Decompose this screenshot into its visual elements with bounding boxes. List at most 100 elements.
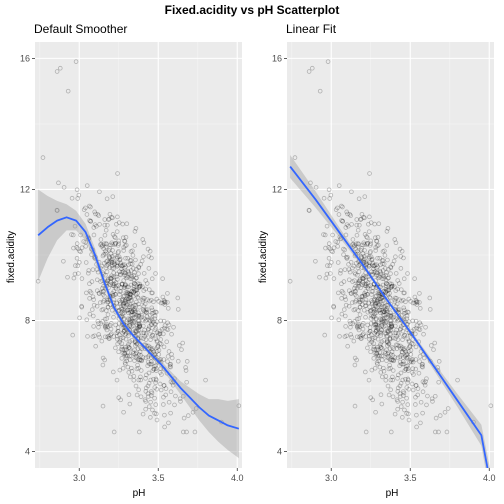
data-point <box>387 294 392 300</box>
data-point <box>136 310 141 316</box>
y-tick-label: 8 <box>277 316 282 326</box>
data-point <box>168 389 174 395</box>
data-point <box>105 299 110 305</box>
data-point <box>356 196 362 202</box>
data-point <box>418 322 424 328</box>
data-point <box>378 316 383 321</box>
data-point <box>343 232 349 238</box>
data-point <box>124 358 129 364</box>
x-tick-label: 4.0 <box>231 473 244 483</box>
data-point <box>395 330 401 336</box>
data-point <box>81 207 87 212</box>
data-point <box>84 212 90 217</box>
data-point <box>374 238 379 244</box>
data-point <box>154 319 160 325</box>
data-point <box>309 65 315 71</box>
data-point <box>437 413 443 418</box>
data-point <box>127 276 133 281</box>
data-point <box>389 314 394 319</box>
data-point <box>102 357 107 363</box>
data-point <box>143 278 148 283</box>
data-point <box>418 399 424 405</box>
data-point <box>148 345 153 350</box>
data-point <box>119 263 124 269</box>
data-point <box>365 292 371 297</box>
data-point <box>382 307 388 313</box>
data-point <box>145 297 150 302</box>
data-point <box>184 429 189 435</box>
data-point <box>134 288 139 293</box>
data-point <box>400 377 406 383</box>
data-point <box>120 351 126 356</box>
data-point <box>121 328 127 334</box>
data-point <box>410 357 415 362</box>
data-point <box>362 281 367 287</box>
data-point <box>328 192 334 198</box>
data-point <box>418 420 423 426</box>
data-point <box>368 349 373 355</box>
data-point <box>119 282 125 287</box>
data-point <box>107 246 112 251</box>
data-point <box>394 296 399 301</box>
data-point <box>152 316 157 321</box>
data-point <box>379 276 385 281</box>
data-point <box>406 338 412 343</box>
data-point <box>149 317 155 323</box>
data-point <box>122 310 127 315</box>
data-point <box>109 265 115 271</box>
data-point <box>348 259 354 265</box>
data-point <box>379 258 385 263</box>
data-point <box>130 309 135 315</box>
data-point <box>134 275 139 281</box>
data-point <box>137 358 142 363</box>
data-point <box>152 327 158 332</box>
data-point <box>373 325 379 330</box>
data-point <box>379 328 384 333</box>
data-point <box>111 274 117 280</box>
data-point <box>420 410 425 416</box>
data-point <box>390 262 395 267</box>
data-point <box>390 377 396 383</box>
data-point <box>144 332 149 338</box>
data-point <box>358 216 364 222</box>
data-point <box>403 366 409 372</box>
data-point <box>401 390 407 396</box>
data-point <box>129 312 134 318</box>
data-point <box>86 268 92 273</box>
data-point <box>420 379 426 385</box>
data-point <box>135 362 140 368</box>
data-point <box>126 262 131 268</box>
data-point <box>360 276 366 282</box>
data-point <box>99 307 105 313</box>
data-point <box>380 261 385 266</box>
data-point <box>384 319 390 325</box>
data-point <box>378 271 384 277</box>
data-point <box>145 354 151 360</box>
data-point <box>397 354 403 360</box>
data-point <box>79 276 85 281</box>
data-point <box>388 429 394 435</box>
data-point <box>162 325 167 331</box>
data-point <box>119 306 124 312</box>
data-point <box>162 412 167 418</box>
data-point <box>393 271 399 276</box>
data-point <box>424 376 429 381</box>
data-point <box>131 308 137 313</box>
data-point <box>363 314 368 320</box>
data-point <box>395 337 401 342</box>
data-point <box>158 337 164 342</box>
data-point <box>406 368 411 373</box>
data-point <box>406 319 412 325</box>
data-point <box>353 252 359 257</box>
data-point <box>129 288 135 294</box>
data-point <box>365 286 371 291</box>
data-point <box>375 300 381 306</box>
data-point <box>341 307 347 312</box>
data-point <box>387 281 393 286</box>
data-point <box>339 296 344 301</box>
data-point <box>394 316 399 322</box>
data-point <box>115 341 120 347</box>
data-point <box>161 298 167 303</box>
data-point <box>152 351 158 357</box>
data-point <box>369 257 375 263</box>
